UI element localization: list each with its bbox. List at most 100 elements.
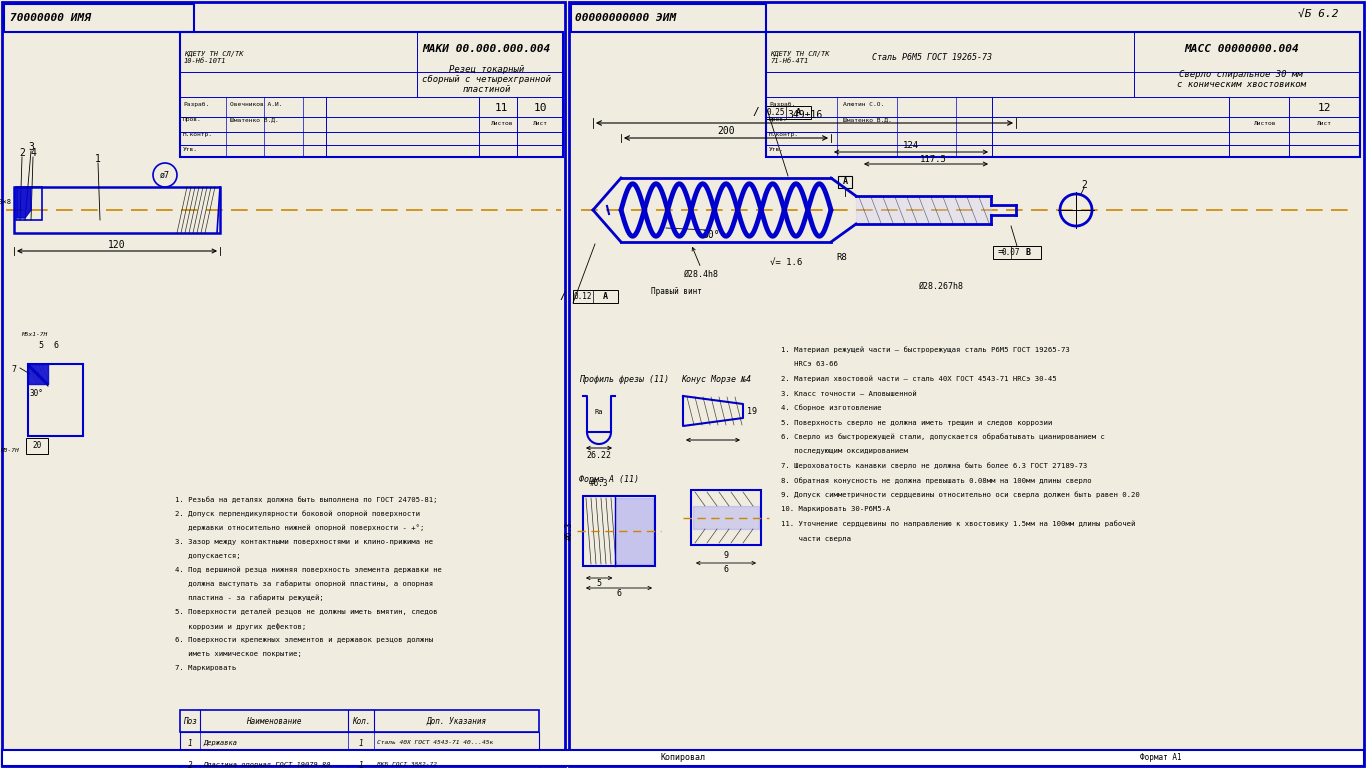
Text: 4: 4 [30, 148, 36, 158]
Text: #6.3: #6.3 [564, 521, 574, 540]
Text: Лист: Лист [1317, 121, 1332, 126]
Text: 117.5: 117.5 [921, 154, 947, 164]
Text: коррозии и других дефектов;: коррозии и других дефектов; [175, 623, 306, 630]
Polygon shape [693, 506, 759, 529]
Text: Форма А (11): Форма А (11) [579, 475, 639, 485]
Text: 70000000 ИМЯ: 70000000 ИМЯ [10, 13, 92, 23]
Text: #6.3: #6.3 [590, 479, 608, 488]
Text: 10. Маркировать 30-Р6М5-А: 10. Маркировать 30-Р6М5-А [781, 507, 891, 512]
Text: 11: 11 [494, 103, 508, 113]
Text: 20: 20 [33, 442, 41, 451]
Text: 7: 7 [11, 366, 16, 375]
Text: 0.12: 0.12 [574, 292, 591, 301]
Text: Сталь Р6М5 ГОСТ 19265-73: Сталь Р6М5 ГОСТ 19265-73 [873, 52, 992, 61]
Bar [14, 187, 220, 233]
Text: державки относительно нижней опорной поверхности - +°;: державки относительно нижней опорной пов… [175, 525, 425, 531]
Text: должна выступать за габариты опорной пластины, а опорная: должна выступать за габариты опорной пла… [175, 581, 433, 588]
Text: Листов: Листов [1254, 121, 1276, 126]
Text: Сверло спиральное 30 мм
с коническим хвостовиком: Сверло спиральное 30 мм с коническим хво… [1176, 70, 1306, 89]
Text: 6: 6 [724, 564, 728, 574]
Text: ø7: ø7 [160, 170, 169, 180]
Text: 30°: 30° [702, 230, 720, 240]
Text: 19: 19 [747, 406, 757, 415]
Text: 4. Сборное изготовление: 4. Сборное изготовление [781, 405, 881, 412]
Text: =: = [999, 247, 1005, 257]
Text: 349±16: 349±16 [787, 110, 822, 120]
Bar [180, 710, 540, 732]
Text: КДЕТУ ТН СЛ/ТК
71-Нб-4Т1: КДЕТУ ТН СЛ/ТК 71-Нб-4Т1 [770, 51, 829, 64]
Text: части сверла: части сверла [781, 535, 851, 541]
Text: HRCэ 63-66: HRCэ 63-66 [781, 362, 837, 368]
Text: /: / [560, 292, 567, 302]
Text: Наименование: Наименование [246, 717, 302, 726]
Bar [1, 750, 1365, 766]
Text: 2. Материал хвостовой части – сталь 40Х ГОСТ 4543-71 HRCэ 30-45: 2. Материал хвостовой части – сталь 40Х … [781, 376, 1057, 382]
Text: Пластина опорная ГОСТ 19079-80: Пластина опорная ГОСТ 19079-80 [204, 762, 331, 768]
Text: Профиль фрезы (11): Профиль фрезы (11) [579, 376, 669, 385]
Text: Державка: Державка [204, 740, 236, 746]
Text: МАКИ 00.000.000.004: МАКИ 00.000.000.004 [422, 45, 550, 55]
Text: 1: 1 [359, 739, 363, 747]
Text: 1. Резьба на деталях должна быть выполнена по ГОСТ 24705-81;: 1. Резьба на деталях должна быть выполне… [175, 497, 437, 503]
Text: Алютин С.О.: Алютин С.О. [843, 102, 884, 107]
Text: B: B [1026, 248, 1030, 257]
Polygon shape [16, 188, 31, 218]
Bar [16, 187, 42, 220]
Text: 9. Допуск симметричности сердцевины относительно оси сверла должен быть равен 0.: 9. Допуск симметричности сердцевины отно… [781, 492, 1139, 498]
Text: 2: 2 [1081, 180, 1087, 190]
Text: 1: 1 [187, 739, 193, 747]
Text: Сталь 40Х ГОСТ 4543-71 40...45к: Сталь 40Х ГОСТ 4543-71 40...45к [377, 740, 493, 746]
Text: Утв.: Утв. [769, 147, 784, 152]
Text: 7. Шероховатость канавки сверло не должна быть более 6.3 ГОСТ 27189-73: 7. Шероховатость канавки сверло не должн… [781, 462, 1087, 469]
Text: Утв.: Утв. [183, 147, 198, 152]
Text: 5. Поверхности деталей резцов не должны иметь вмятин, следов: 5. Поверхности деталей резцов не должны … [175, 609, 437, 615]
Text: 5  6: 5 6 [40, 342, 59, 350]
Bar [766, 106, 811, 119]
Bar [180, 732, 540, 754]
Text: R8: R8 [836, 253, 847, 261]
Text: 6. Сверло из быстрорежущей стали, допускается обрабатывать цианированием с: 6. Сверло из быстрорежущей стали, допуск… [781, 434, 1105, 440]
Text: Разраб.: Разраб. [769, 102, 795, 107]
Text: Правый винт: Правый винт [650, 287, 701, 296]
Text: A: A [796, 108, 802, 117]
Text: 0.07: 0.07 [1001, 248, 1019, 257]
Text: 26.22: 26.22 [586, 452, 612, 461]
Text: 5. Поверхность сверло не должна иметь трещин и следов коррозии: 5. Поверхность сверло не должна иметь тр… [781, 419, 1052, 425]
Bar [766, 32, 1361, 157]
Text: Кол.: Кол. [352, 717, 370, 726]
Text: 10: 10 [533, 103, 546, 113]
Text: Овечников А.И.: Овечников А.И. [229, 102, 283, 107]
Text: 124: 124 [903, 141, 919, 151]
Text: 6: 6 [616, 590, 622, 598]
Text: Шматенко В.Д.: Шматенко В.Д. [843, 117, 892, 122]
Text: 12: 12 [1318, 103, 1330, 113]
Bar [571, 4, 766, 32]
Polygon shape [27, 364, 48, 384]
Text: Копировал: Копировал [661, 753, 705, 763]
Text: Н.контр.: Н.контр. [183, 132, 213, 137]
Text: √= 1.6: √= 1.6 [770, 257, 802, 266]
Text: 1. Материал режущей части – быстрорежущая сталь Р6М5 ГОСТ 19265-73: 1. Материал режущей части – быстрорежуща… [781, 346, 1070, 353]
Text: Поз: Поз [183, 717, 197, 726]
Text: 120: 120 [108, 240, 126, 250]
Text: МАСС 00000000.004: МАСС 00000000.004 [1184, 45, 1299, 55]
Text: Конус Морзе №4: Конус Морзе №4 [682, 376, 751, 385]
Text: Доп. Указания: Доп. Указания [426, 717, 486, 726]
Text: 2: 2 [19, 148, 25, 158]
Text: A: A [604, 292, 608, 301]
Text: 5: 5 [597, 580, 601, 588]
Text: 1: 1 [359, 760, 363, 768]
Text: пластина - за габариты режущей;: пластина - за габариты режущей; [175, 594, 324, 601]
Text: 4. Под вершиной резца нижняя поверхность элемента державки не: 4. Под вершиной резца нижняя поверхность… [175, 567, 441, 573]
Bar [691, 490, 761, 545]
Text: 2: 2 [187, 760, 193, 768]
Text: Н.контр.: Н.контр. [769, 132, 799, 137]
Text: Лист: Лист [533, 121, 548, 126]
Text: 8. Обратная конусность не должна превышать 0.08мм на 100мм длины сверло: 8. Обратная конусность не должна превыша… [781, 477, 1091, 484]
Text: КДЕТУ ТН СЛ/ТК
10-Нб-10Т1: КДЕТУ ТН СЛ/ТК 10-Нб-10Т1 [184, 51, 243, 64]
Text: 3. Зазор между контактными поверхностями и клино-прижима не: 3. Зазор между контактными поверхностями… [175, 539, 433, 545]
Text: 9: 9 [724, 551, 728, 560]
Text: допускается;: допускается; [175, 553, 240, 559]
Text: Шматенко В.Д.: Шматенко В.Д. [229, 117, 279, 122]
Text: 1: 1 [96, 154, 101, 164]
